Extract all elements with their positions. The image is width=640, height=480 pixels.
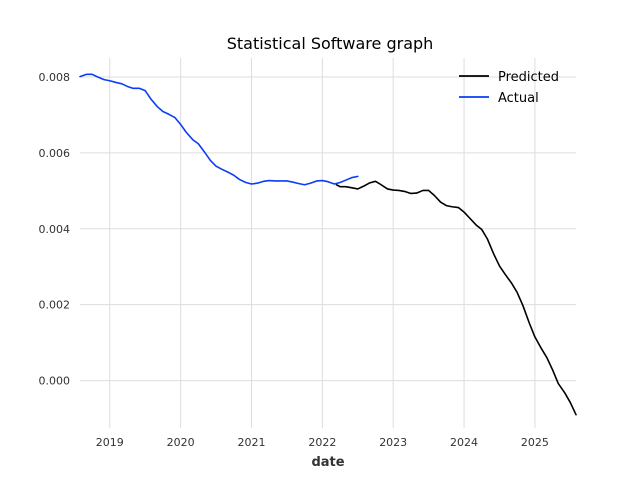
y-tick-label: 0.008 [39, 71, 71, 84]
x-tick-label: 2020 [167, 436, 195, 449]
chart-title: Statistical Software graph [227, 34, 434, 53]
y-tick-label: 0.006 [39, 147, 71, 160]
x-gridlines [109, 58, 536, 428]
series-layer [79, 73, 577, 416]
y-gridlines [80, 76, 576, 382]
x-tick-label: 2025 [521, 436, 549, 449]
x-tick-label: 2024 [450, 436, 478, 449]
y-tick-label: 0.000 [39, 375, 71, 388]
x-axis-label: date [311, 455, 344, 470]
x-tick-label: 2022 [308, 436, 336, 449]
x-tick-label: 2021 [237, 436, 265, 449]
y-tick-labels: 0.000 0.002 0.004 0.006 0.008 [39, 71, 71, 388]
legend-label-predicted: Predicted [498, 70, 559, 85]
series-line-actual [79, 73, 359, 186]
x-tick-labels: 2019 2020 2021 2022 2023 2024 2025 [96, 436, 549, 449]
legend: Predicted Actual [459, 70, 559, 106]
series-line-predicted [335, 180, 577, 416]
x-tick-label: 2023 [379, 436, 407, 449]
legend-label-actual: Actual [498, 91, 539, 106]
y-tick-label: 0.004 [39, 223, 71, 236]
y-tick-label: 0.002 [39, 299, 71, 312]
x-tick-label: 2019 [96, 436, 124, 449]
